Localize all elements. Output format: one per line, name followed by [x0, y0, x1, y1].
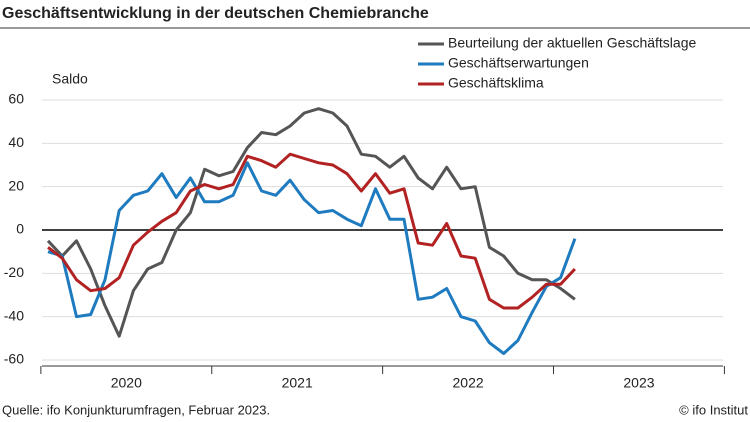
- legend-label: Geschäftserwartungen: [448, 55, 589, 71]
- x-tick-label: 2021: [282, 375, 313, 391]
- y-tick-label: -60: [4, 351, 24, 367]
- series-line: [47, 161, 577, 355]
- legend-label: Geschäftsklima: [448, 75, 544, 91]
- y-tick-label: -40: [4, 307, 24, 323]
- x-tick-label: 2022: [453, 375, 484, 391]
- y-tick-label: 60: [8, 91, 24, 107]
- y-axis-label: Saldo: [52, 71, 88, 87]
- source: Quelle: ifo Konjunkturumfragen, Februar …: [2, 402, 270, 417]
- y-tick-label: 0: [16, 221, 24, 237]
- y-tick-label: 40: [8, 134, 24, 150]
- series-line: [47, 152, 576, 310]
- x-tick-label: 2020: [111, 375, 142, 391]
- series-line: [46, 107, 576, 338]
- x-tick-label: 2023: [623, 375, 654, 391]
- legend-label: Beurteilung der aktuellen Geschäftslage: [448, 35, 696, 51]
- y-tick-label: 20: [8, 177, 24, 193]
- chart-title: Geschäftsentwicklung in der deutschen Ch…: [2, 5, 429, 22]
- credit: © ifo Institut: [679, 402, 748, 417]
- y-tick-label: -20: [4, 264, 24, 280]
